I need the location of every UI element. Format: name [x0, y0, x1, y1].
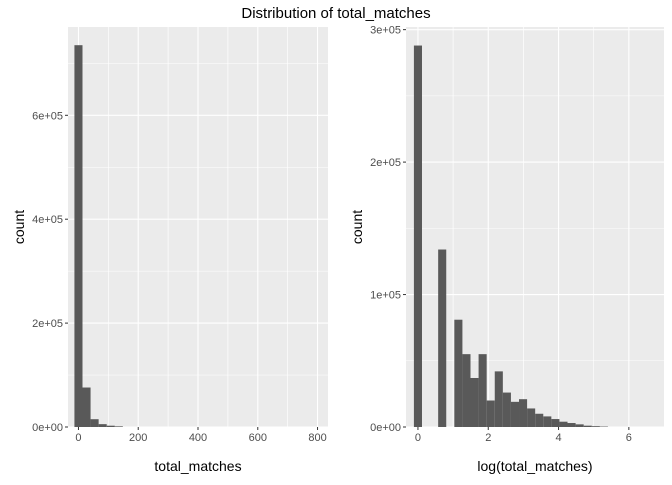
- x-tick-label: 6: [626, 432, 632, 444]
- x-axis-title: total_matches: [154, 458, 241, 474]
- histogram-bar-20: [576, 424, 584, 427]
- histogram-bar-15: [535, 414, 543, 427]
- histogram-bar-21: [584, 426, 592, 427]
- histogram-bar-4: [107, 426, 115, 427]
- histogram-bar-5: [115, 426, 123, 427]
- histogram-bar-17: [551, 419, 559, 427]
- histogram-bar-12: [511, 402, 519, 427]
- y-tick-label: 1e+05: [370, 290, 401, 302]
- histogram-bar-13: [519, 399, 527, 427]
- histogram-bar-0: [74, 45, 82, 427]
- left-histogram: 0 200 400 600 800 0e+00 2e+05 4e+05 6e+05 total_m…: [11, 27, 328, 474]
- histogram-bar-11: [503, 393, 511, 427]
- chart-title: Distribution of total_matches: [241, 5, 430, 22]
- histogram-bar-1: [82, 388, 90, 427]
- histogram-bar-2: [91, 419, 99, 427]
- histogram-bar-16: [543, 416, 551, 427]
- x-tick-label: 0: [75, 432, 81, 444]
- x-tick-label: 600: [249, 432, 267, 444]
- histogram-bar-3: [99, 424, 107, 427]
- histogram-bar-19: [568, 423, 576, 427]
- y-tick-label: 3e+05: [370, 25, 401, 37]
- histogram-bar-8: [479, 354, 487, 427]
- x-tick-label: 2: [485, 432, 491, 444]
- y-tick-label: 0e+00: [32, 422, 63, 434]
- y-tick-label: 2e+05: [370, 157, 401, 169]
- right-histogram: 0 2 4 6 0e+00 1e+05 2e+05 3e+05 log(total_matche…: [349, 25, 664, 474]
- x-tick-label: 0: [415, 432, 421, 444]
- y-tick-label: 0e+00: [370, 422, 401, 434]
- histogram-bar-3: [438, 250, 446, 427]
- y-tick-label: 4e+05: [32, 214, 63, 226]
- histogram-bar-14: [527, 408, 535, 427]
- x-tick-label: 200: [129, 432, 147, 444]
- histogram-bar-18: [559, 422, 567, 427]
- y-axis-title: count: [11, 210, 27, 244]
- histogram-bar-22: [592, 426, 600, 427]
- y-axis-title: count: [349, 210, 365, 244]
- histogram-bar-10: [495, 371, 503, 427]
- histogram-bar-5: [454, 320, 462, 427]
- x-tick-label: 400: [189, 432, 207, 444]
- x-tick-label: 4: [555, 432, 561, 444]
- x-tick-label: 800: [308, 432, 326, 444]
- y-tick-label: 2e+05: [32, 318, 63, 330]
- histogram-bar-7: [471, 378, 479, 427]
- y-tick-label: 6e+05: [32, 110, 63, 122]
- histogram-bar-6: [462, 354, 470, 427]
- histogram-bar-0: [414, 46, 422, 427]
- x-axis-title: log(total_matches): [477, 458, 592, 474]
- histogram-bar-9: [487, 401, 495, 427]
